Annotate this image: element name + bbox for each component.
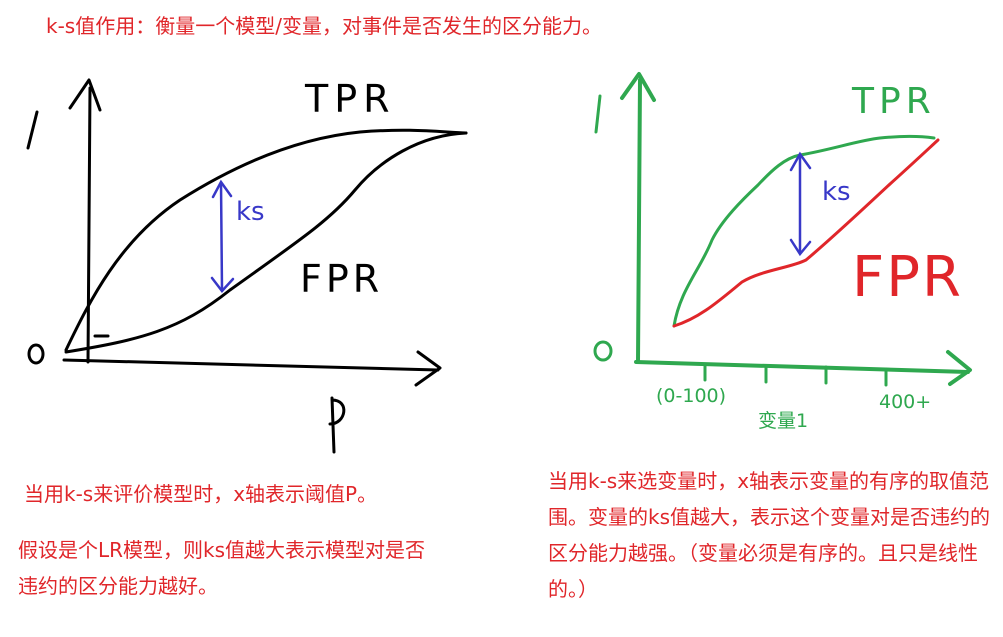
page-title: k-s值作用：衡量一个模型/变量，对事件是否发生的区分能力。	[46, 14, 602, 38]
right-ks-arrow	[789, 151, 812, 257]
right-y-axis	[636, 78, 642, 364]
right-description: 当用k-s来选变量时，x轴表示变量的有序的取值范围。变量的ks值越大，表示这个变…	[548, 469, 991, 601]
left-one-mark	[26, 110, 39, 150]
left-note: 假设是个LR模型，则ks值越大表示模型对是否违约的区分能力越好。	[18, 538, 426, 598]
left-y-axis	[86, 86, 92, 364]
right-x-axis	[634, 360, 970, 374]
left-y-arrowhead	[68, 78, 102, 112]
left-zero-mark	[27, 343, 45, 365]
right-fpr-curve	[672, 138, 940, 328]
right-tpr-label: TPR	[851, 81, 936, 122]
left-fpr-label: FPR	[300, 257, 383, 301]
left-ks-label: ks	[236, 197, 265, 227]
right-x-end-label: 400+	[879, 391, 932, 413]
left-description: 当用k-s来评价模型时，x轴表示阈值P。	[24, 482, 378, 506]
left-x-axis	[62, 358, 440, 372]
right-y-arrowhead	[620, 72, 656, 102]
left-tpr-curve	[64, 128, 468, 352]
left-p-mark	[328, 396, 346, 454]
right-x-start-label: (0-100)	[656, 385, 727, 407]
right-zero-mark	[593, 340, 613, 362]
left-ks-diagram	[62, 78, 468, 387]
left-x-arrowhead	[414, 350, 442, 387]
right-tpr-curve	[672, 135, 936, 328]
right-one-mark	[594, 94, 602, 134]
right-x-axis-label: 变量1	[758, 410, 809, 432]
left-ks-arrow	[210, 179, 235, 293]
right-x-arrowhead	[946, 350, 972, 386]
right-fpr-label: FPR	[852, 245, 963, 310]
left-fpr-curve	[64, 131, 468, 354]
right-ks-label: ks	[822, 177, 851, 207]
right-ks-diagram	[620, 72, 972, 387]
left-tpr-label: TPR	[304, 77, 396, 121]
